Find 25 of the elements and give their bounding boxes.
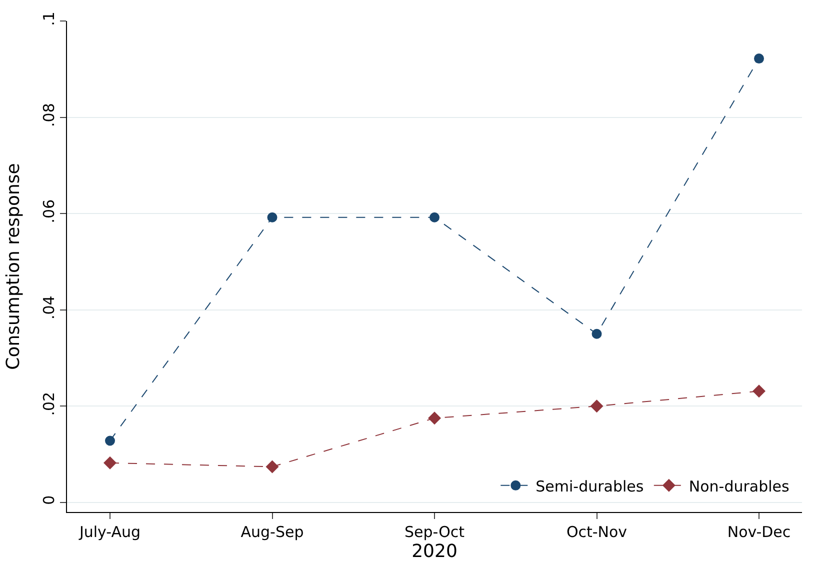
y-tick-label: .02 [40,392,58,416]
x-tick-label: Nov-Dec [727,523,791,541]
point [104,456,116,470]
point [592,328,602,339]
legend-label: Semi-durables [536,477,644,496]
point [754,54,764,64]
point [590,400,604,413]
point [266,460,279,474]
y-tick-label: 0 [40,495,58,505]
point [430,212,440,222]
legend-label: Non-durables [688,477,790,496]
y-tick-label: .04 [40,296,58,320]
y-tick-label: .1 [40,12,58,26]
x-tick-label: Aug-Sep [240,523,304,541]
x-tick-label: July-Aug [78,523,141,541]
x-axis-title: 2020 [412,541,458,562]
y-tick-label: .06 [40,199,58,224]
point [428,412,441,425]
y-tick-label: .08 [40,103,58,127]
point [105,436,115,446]
y-axis-title: Consumption response [3,163,24,370]
point [752,384,766,398]
x-tick-label: Sep-Oct [404,523,465,541]
x-tick-label: Oct-Nov [566,523,628,541]
point [267,212,278,222]
